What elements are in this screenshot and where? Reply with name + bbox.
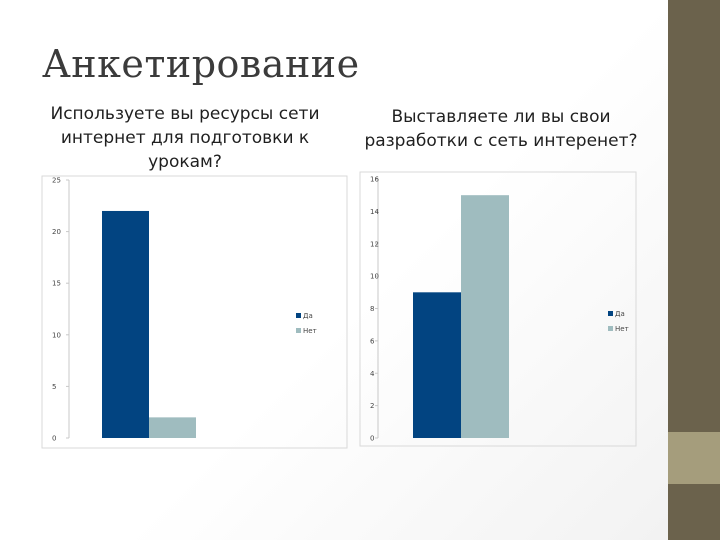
right-y-tick-label: 4 (370, 370, 375, 378)
left-y-tick-label: 10 (52, 331, 61, 339)
right-y-tick-label: 16 (370, 176, 379, 184)
right-y-tick-label: 2 (370, 402, 374, 410)
left-chart-frame (41, 175, 348, 449)
left-y-tick-label: 0 (52, 435, 56, 443)
chart-left-title: Используете вы ресурсы сети интернет для… (50, 104, 320, 172)
side-accent-block (668, 432, 720, 484)
left-legend-swatch (296, 328, 301, 333)
left-legend-label: Да (303, 312, 313, 320)
left-y-tick-label: 5 (52, 383, 56, 391)
right-legend-swatch (608, 326, 613, 331)
right-y-tick-label: 10 (370, 273, 379, 281)
left-bar-no (149, 417, 196, 438)
chart-right-title: Выставляете ли вы свои разработки с сеть… (364, 107, 638, 151)
right-y-tick-label: 14 (370, 208, 379, 216)
right-y-tick-label: 0 (370, 435, 374, 443)
right-bar-no (461, 195, 509, 438)
right-y-tick-label: 6 (370, 337, 375, 345)
left-y-tick-label: 20 (52, 228, 61, 236)
left-legend-swatch (296, 313, 301, 318)
right-legend-label: Нет (615, 325, 629, 333)
right-y-tick-label: 12 (370, 240, 379, 248)
left-bar-yes (102, 210, 149, 438)
right-y-tick-label: 8 (370, 305, 374, 313)
right-legend-swatch (608, 311, 613, 316)
left-y-tick-label: 15 (52, 280, 61, 288)
slide-title: Анкетирование (42, 42, 360, 86)
right-legend-label: Да (615, 310, 625, 318)
left-legend-label: Нет (303, 327, 317, 335)
left-y-tick-label: 25 (52, 177, 61, 185)
right-chart-frame (359, 171, 637, 447)
right-bar-yes (413, 292, 461, 438)
